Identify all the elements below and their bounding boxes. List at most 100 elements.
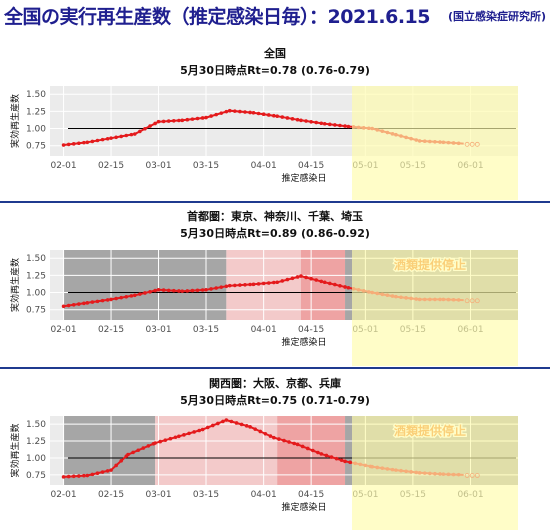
data-point [146, 444, 151, 448]
data-point [168, 436, 173, 441]
data-point [153, 441, 157, 445]
data-point [180, 118, 185, 123]
data-point [153, 288, 157, 293]
data-point [192, 430, 196, 434]
data-point [299, 274, 303, 278]
panel-region-title: 関西圏：大阪、京都、兵庫 [209, 377, 341, 390]
data-point [132, 132, 137, 136]
data-point [114, 296, 118, 301]
data-point [180, 289, 185, 293]
x-tick-label: 02-15 [98, 490, 124, 500]
data-point [224, 284, 229, 289]
data-point [200, 427, 205, 432]
data-point [195, 288, 200, 293]
x-tick-label: 03-01 [145, 325, 171, 335]
source-note: (国立感染症研究所) [447, 10, 546, 23]
data-point [105, 469, 110, 473]
x-tick-label: 04-01 [251, 325, 277, 335]
x-tick-label: 03-01 [145, 490, 171, 500]
data-point [138, 129, 142, 134]
panel-divider [0, 201, 550, 203]
data-point [82, 301, 86, 306]
data-point [119, 295, 124, 300]
x-tick-label: 02-01 [50, 325, 76, 335]
data-point [66, 142, 71, 147]
data-point [105, 298, 110, 302]
data-point [61, 143, 66, 147]
data-point [319, 452, 324, 456]
x-tick-label: 03-15 [193, 490, 219, 500]
x-tick-label: 03-15 [193, 325, 219, 335]
data-point [333, 282, 337, 287]
data-point [82, 140, 86, 145]
data-point [280, 279, 285, 283]
data-point [239, 422, 244, 427]
data-point [143, 126, 147, 131]
data-point [339, 458, 344, 463]
panel-region-title: 全国 [264, 47, 286, 60]
x-axis-label: 推定感染日 [281, 336, 326, 348]
data-point [177, 118, 181, 123]
shaded-period [63, 250, 227, 320]
data-point [200, 116, 205, 120]
data-point [295, 275, 300, 279]
data-point [221, 419, 225, 424]
data-point [334, 456, 339, 461]
data-point [219, 285, 224, 289]
data-point [280, 115, 285, 119]
data-point [346, 285, 351, 290]
y-axis-label: 実効再生産数 [9, 423, 21, 477]
x-tick-label: 02-15 [98, 161, 124, 171]
x-tick-label: 02-01 [50, 490, 76, 500]
x-tick-label: 04-15 [298, 490, 324, 500]
y-tick-label: 1.00 [26, 289, 46, 299]
data-point [90, 300, 95, 304]
y-tick-label: 1.50 [26, 254, 46, 264]
data-point [343, 459, 347, 464]
data-point [272, 280, 276, 285]
data-point [261, 281, 266, 286]
data-point [129, 132, 134, 137]
data-point [156, 119, 161, 124]
data-point [71, 474, 76, 479]
data-point [114, 135, 118, 140]
highlight-band [352, 416, 518, 530]
y-tick-label: 1.25 [26, 271, 46, 281]
data-point [204, 288, 208, 292]
data-point [153, 121, 157, 126]
data-point [311, 448, 315, 453]
data-point [348, 460, 352, 465]
panel-subtitle: 5月30日時点Rt=0.75 (0.71-0.79) [180, 394, 370, 407]
data-point [227, 283, 232, 288]
data-point [161, 119, 166, 124]
data-point [275, 280, 280, 285]
y-axis-label: 実効再生産数 [9, 258, 21, 312]
data-point [209, 114, 213, 118]
y-tick-label: 1.25 [26, 437, 46, 447]
data-point [251, 282, 256, 287]
data-point [114, 463, 118, 468]
data-point [187, 431, 191, 436]
data-point [119, 458, 124, 463]
data-point [156, 288, 161, 292]
data-point [234, 421, 239, 425]
data-point [177, 434, 181, 439]
data-point [171, 288, 176, 293]
data-point [275, 114, 280, 118]
data-point [171, 119, 176, 123]
panel-divider [0, 367, 550, 369]
data-point [190, 288, 195, 293]
data-point [309, 276, 313, 281]
data-point [158, 439, 163, 444]
data-point [327, 281, 332, 286]
data-point [243, 283, 247, 287]
data-point [90, 472, 95, 477]
data-point [295, 117, 300, 122]
data-point [322, 280, 327, 285]
data-point [100, 137, 105, 142]
y-tick-label: 0.75 [26, 306, 46, 316]
data-point [166, 288, 171, 293]
data-point [77, 141, 81, 146]
data-point [200, 288, 205, 292]
data-point [268, 434, 273, 438]
